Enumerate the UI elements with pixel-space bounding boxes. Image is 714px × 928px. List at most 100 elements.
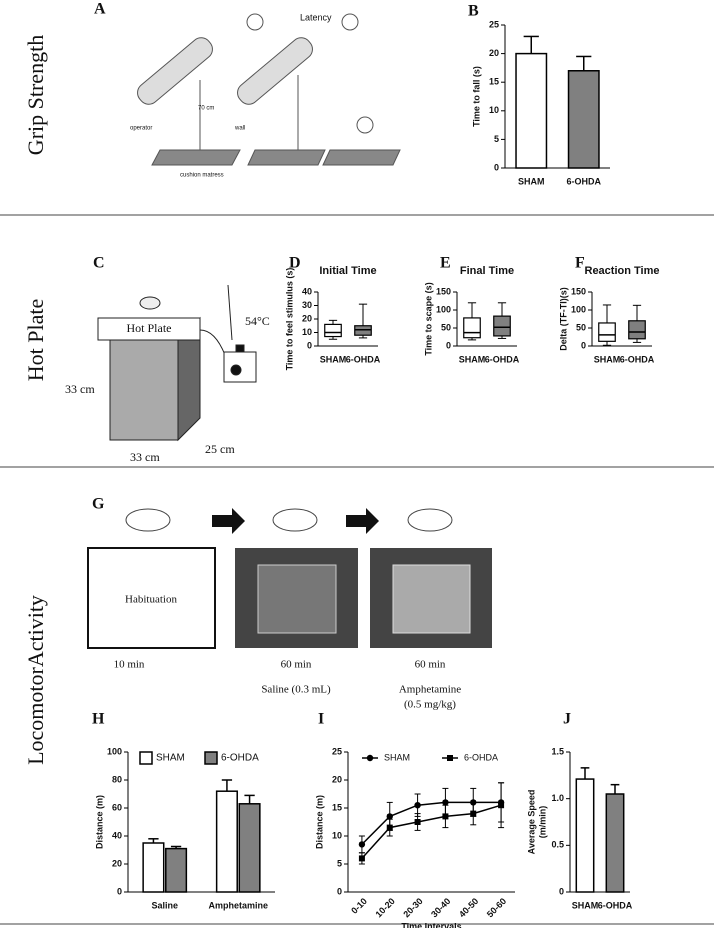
y-axis-label: Delta (TF-TI)(s) [558,287,568,351]
marker [442,813,449,820]
grip-diagram [137,13,401,166]
y-tick-label: 30 [302,300,312,310]
panel-label: I [318,711,324,728]
diagram-text: Hot Plate [127,321,172,335]
y-tick-label: 40 [302,286,312,296]
legend-label: SHAM [156,753,185,764]
x-tick-label: 6-OHDA [598,900,633,910]
chart-title: Initial Time [319,265,376,277]
y-tick-label: 150 [436,286,451,296]
x-tick-label: Amphetamine [208,900,268,910]
bar [238,803,261,893]
diagram-text: 60 min [281,659,312,671]
y-tick-label: 20 [489,48,499,58]
x-tick-label: 6-OHDA [346,354,381,364]
y-tick-label: 15 [489,77,499,87]
y-tick-label: 10 [489,105,499,115]
chart-title: Final Time [460,265,514,277]
x-tick-label: 30-40 [429,896,452,919]
y-tick-label: 25 [489,19,499,29]
section-label: Grip Strength [23,35,48,155]
legend-swatch [204,751,218,765]
y-tick-label: 40 [112,830,122,840]
panel-label: J [563,711,571,728]
y-tick-label: 0.5 [551,840,564,850]
y-tick-label: 10 [302,327,312,337]
diagram-text: Saline (0.3 mL) [261,684,331,696]
y-tick-label: 5 [337,858,342,868]
panel-label: A [94,1,106,18]
marker [386,824,393,831]
y-tick-label: 10 [332,830,342,840]
marker [414,802,421,809]
diagram-text: (0.5 mg/kg) [404,699,456,711]
diagram-text: operator [130,126,152,132]
box [493,315,511,337]
marker [414,819,421,825]
legend-marker [366,754,374,762]
x-tick-label: Saline [151,900,178,910]
line [361,801,502,845]
panel-label: E [440,255,451,272]
panel-label: B [468,3,479,20]
y-tick-label: 50 [441,322,451,332]
bar [567,70,600,169]
legend-marker [447,755,453,761]
bar [215,790,238,893]
y-tick-label: 0 [337,886,342,896]
bar [605,793,625,893]
box [628,320,646,340]
diagram-text: 10 min [114,659,145,671]
y-tick-label: 0 [581,340,586,350]
box [598,322,616,342]
y-tick-label: 60 [112,802,122,812]
y-axis-label: Distance (m) [94,795,104,849]
y-axis-label: Distance (m) [314,795,324,849]
y-tick-label: 100 [107,746,122,756]
diagram-text: Habituation [125,594,177,606]
x-tick-label: SHAM [459,354,486,364]
y-tick-label: 0 [117,886,122,896]
diagram-text: 60 min [415,659,446,671]
legend-label: SHAM [384,752,410,762]
section-label: LocomotorActivity [23,595,48,765]
y-tick-label: 20 [112,858,122,868]
y-tick-label: 80 [112,774,122,784]
box [324,323,342,338]
x-tick-label: SHAM [572,900,599,910]
y-axis-label: Time to feel stimulus (s) [284,268,294,371]
x-tick-label: 10-20 [373,896,396,919]
diagram-text: wall [234,126,245,132]
y-tick-label: 1.5 [551,746,564,756]
x-tick-label: 6-OHDA [566,176,601,186]
marker [358,855,365,862]
y-tick-label: 50 [576,322,586,332]
y-tick-label: 0 [559,886,564,896]
panel-label: F [575,255,585,272]
x-tick-label: 0-10 [349,896,369,916]
y-tick-label: 1.0 [551,793,564,803]
y-tick-label: 150 [571,286,586,296]
box [463,317,481,339]
bar [142,842,165,893]
marker [442,799,449,806]
chart-title: Reaction Time [585,265,660,277]
y-tick-label: 100 [571,304,586,314]
y-tick-label: 0 [494,162,499,172]
bar [515,52,548,169]
y-axis-label: Average Speed [526,790,536,855]
panel-label: D [289,255,301,272]
x-tick-label: 50-60 [485,896,508,919]
bar [575,778,595,893]
bar [165,847,188,893]
y-tick-label: 20 [302,313,312,323]
x-tick-label: SHAM [594,354,621,364]
marker [358,841,366,848]
marker [498,802,505,809]
y-tick-label: 0 [307,340,312,350]
y-tick-label: 5 [494,134,499,144]
diagram-text: 70 cm [198,106,214,112]
legend-label: 6-OHDA [464,752,498,762]
diagram-text: 33 cm [130,450,160,464]
panel-label: H [92,711,105,728]
